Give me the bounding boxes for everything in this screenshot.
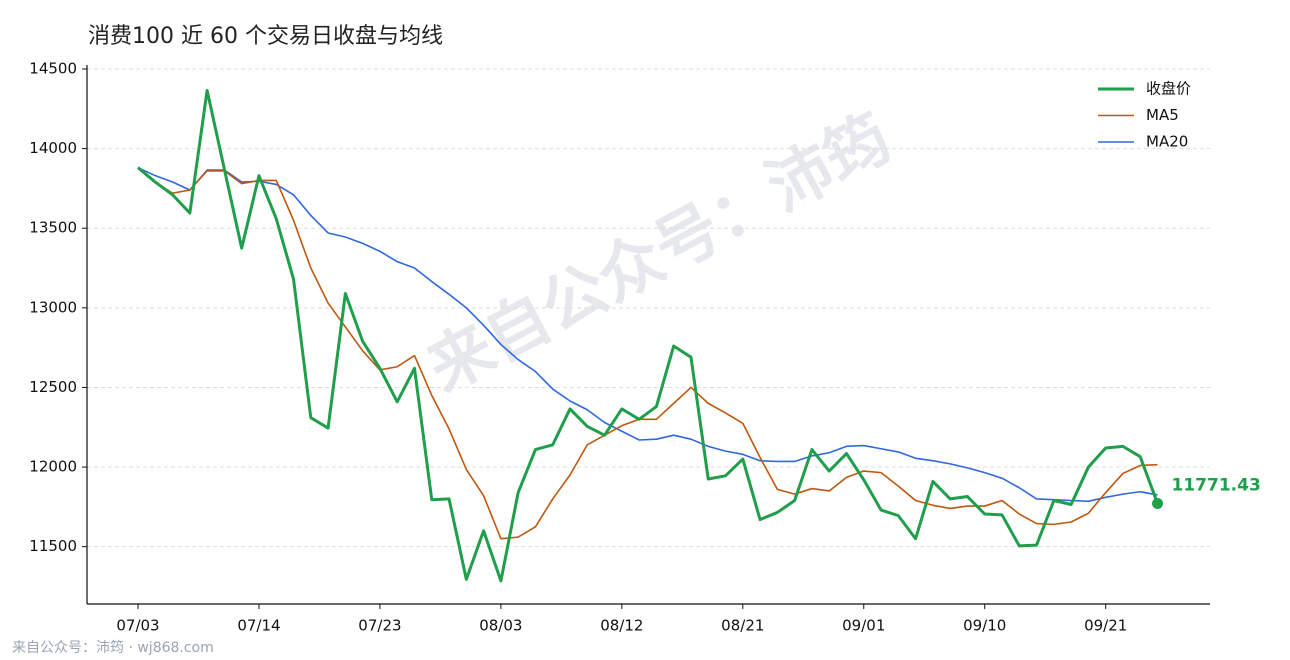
legend-label: 收盘价 xyxy=(1146,80,1191,98)
x-tick-label: 08/21 xyxy=(721,617,764,635)
y-tick-label: 14500 xyxy=(29,59,77,77)
watermark: 来自公众号：沛筠 xyxy=(416,101,903,407)
y-tick-label: 11500 xyxy=(29,537,77,555)
x-tick-label: 07/23 xyxy=(358,617,401,635)
x-tick-label: 09/10 xyxy=(963,617,1006,635)
chart-title: 消费100 近 60 个交易日收盘与均线 xyxy=(88,24,443,49)
last-value-label: 11771.43 xyxy=(1172,475,1261,495)
y-tick-label: 13000 xyxy=(29,298,77,316)
x-tick-label: 09/01 xyxy=(842,617,885,635)
y-tick-label: 12500 xyxy=(29,378,77,396)
y-tick-label: 12000 xyxy=(29,458,77,476)
x-tick-label: 07/14 xyxy=(237,617,280,635)
series-line xyxy=(137,166,1158,503)
series-line xyxy=(137,88,1159,583)
legend-label: MA5 xyxy=(1146,106,1179,124)
legend-label: MA20 xyxy=(1146,133,1188,151)
last-point xyxy=(1152,497,1164,509)
y-tick-label: 13500 xyxy=(29,219,77,237)
x-tick-label: 09/21 xyxy=(1084,617,1127,635)
series-line xyxy=(137,167,1158,540)
x-tick-label: 08/12 xyxy=(600,617,643,635)
footer: 来自公众号：沛筠 · wj868.com xyxy=(12,639,214,656)
y-tick-label: 14000 xyxy=(29,139,77,157)
x-tick-label: 08/03 xyxy=(479,617,522,635)
x-tick-label: 07/03 xyxy=(116,617,159,635)
